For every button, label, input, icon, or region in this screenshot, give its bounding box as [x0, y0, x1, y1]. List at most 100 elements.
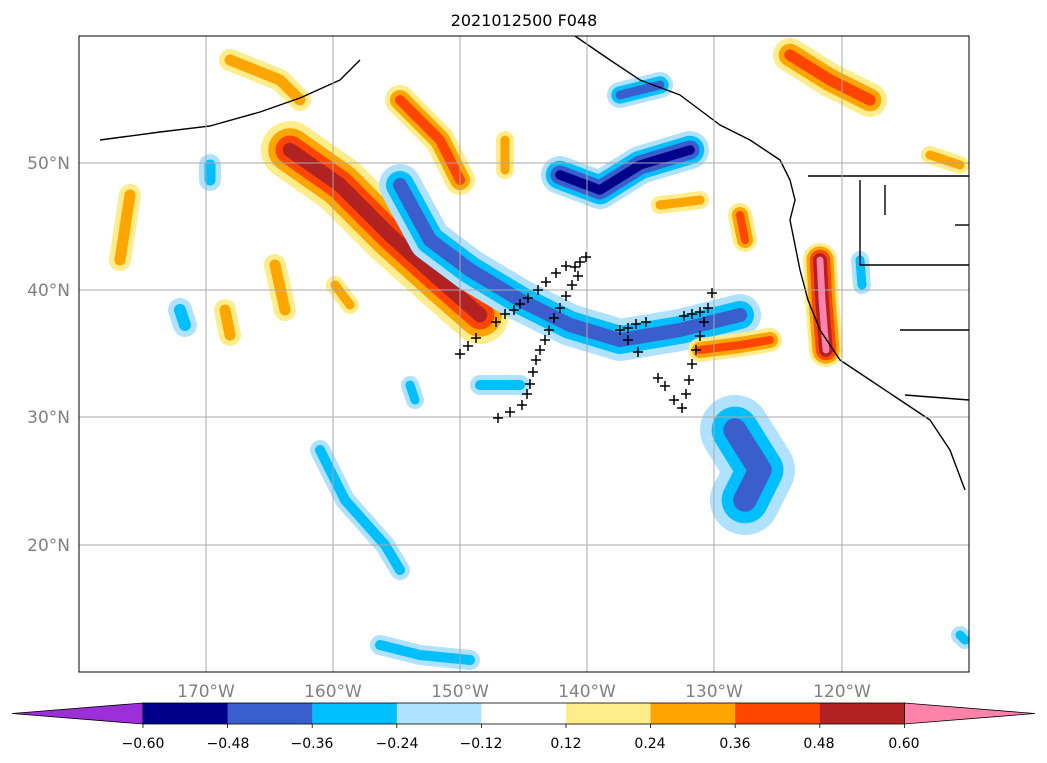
positive-gulf: [385, 85, 475, 195]
plus-marker: [615, 325, 625, 335]
plus-marker: [500, 309, 510, 319]
negative-blob-north: [541, 131, 709, 209]
negative-blob-south: [700, 395, 795, 535]
plus-marker: [681, 389, 691, 399]
plus-marker: [677, 403, 687, 413]
plus-marker: [471, 333, 481, 343]
plus-marker: [509, 305, 519, 315]
coastline: [904, 394, 969, 401]
plus-marker: [567, 280, 577, 290]
contour-level: [174, 304, 191, 331]
contour-level: [655, 195, 705, 210]
positive-band-main: [261, 121, 509, 344]
plus-marker: [541, 277, 551, 287]
colorbar-extend-max: [904, 702, 1036, 725]
plus-marker: [561, 291, 571, 301]
coastline: [574, 36, 966, 491]
contour-level: [269, 259, 291, 316]
contour-level: [784, 49, 876, 106]
plus-marker: [679, 311, 689, 321]
plus-marker: [687, 309, 697, 319]
plus-marker: [684, 375, 694, 385]
plus-marker: [533, 285, 543, 295]
colorbar-tick-label: 0.60: [888, 736, 919, 752]
plus-markers: [455, 252, 717, 423]
positive-small-2: [214, 299, 241, 346]
lat-tick-label: 50°N: [27, 154, 70, 174]
gridlines: [79, 36, 969, 672]
colorbar-tick-label: −0.24: [376, 736, 419, 752]
lat-tick-label: 30°N: [27, 408, 70, 428]
lon-tick-label: 140°W: [558, 682, 616, 702]
colorbar-extend-min: [11, 702, 144, 725]
contour-level: [224, 54, 306, 106]
plus-marker: [687, 359, 697, 369]
map-panel: [78, 35, 970, 673]
colorbar-tick-label: 0.36: [719, 736, 750, 752]
colorbar-tick-label: −0.48: [207, 736, 250, 752]
contour-level: [696, 336, 774, 354]
plus-marker: [699, 317, 709, 327]
colorbar-swatch: [481, 703, 567, 724]
coastline: [859, 180, 969, 266]
plus-marker: [623, 323, 633, 333]
plus-marker: [695, 331, 705, 341]
colorbar-outline: [142, 702, 905, 725]
colorbar-tick-labels: −0.60 −0.48 −0.36 −0.24 −0.12 0.12 0.24 …: [122, 736, 920, 752]
contour-level: [114, 189, 136, 266]
plus-marker: [463, 341, 473, 351]
map-title: 2021012500 F048: [451, 11, 598, 30]
plus-marker: [523, 293, 533, 303]
plus-marker: [581, 252, 591, 262]
plus-marker: [515, 299, 525, 309]
plus-marker: [505, 407, 515, 417]
contour-level: [405, 380, 420, 405]
contour-level: [736, 211, 749, 244]
contour-level: [395, 95, 465, 185]
colorbar-tick-label: −0.60: [122, 736, 165, 752]
positive-small-3: [326, 276, 359, 314]
negative-small-5: [607, 72, 673, 108]
plus-marker: [540, 335, 550, 345]
lat-tick-label: 20°N: [27, 536, 70, 556]
negative-south: [370, 635, 480, 670]
plus-marker: [575, 257, 585, 267]
plus-marker: [522, 389, 532, 399]
colorbar-tick-label: −0.12: [460, 736, 503, 752]
colorbar-swatch: [735, 703, 821, 724]
contour-fields: [109, 38, 969, 670]
colorbar-swatch: [566, 703, 652, 724]
plus-marker: [707, 288, 717, 298]
plus-marker: [551, 268, 561, 278]
colorbar-swatch: [819, 703, 905, 724]
colorbar-swatch: [650, 703, 736, 724]
coastline: [99, 59, 361, 141]
plus-marker: [703, 303, 713, 313]
colorbar-swatch: [227, 703, 313, 724]
plus-marker: [531, 355, 541, 365]
negative-small-3: [168, 298, 197, 337]
lon-tick-labels: 170°W 160°W 150°W 140°W 130°W 120°W: [177, 682, 871, 702]
plus-marker: [544, 325, 554, 335]
plus-marker: [561, 261, 571, 271]
contour-level: [375, 640, 475, 665]
lat-tick-labels: 50°N 40°N 30°N 20°N: [27, 154, 70, 556]
contour-level: [615, 80, 665, 100]
positive-small-5: [728, 203, 757, 252]
lon-tick-label: 120°W: [813, 682, 871, 702]
positive-ne: [773, 38, 887, 117]
lon-tick-label: 160°W: [304, 682, 362, 702]
map-frame: [78, 35, 970, 673]
coastlines: [99, 36, 969, 491]
contour-level: [555, 145, 695, 195]
colorbar-tick-label: −0.36: [291, 736, 334, 752]
contour-level: [393, 178, 747, 347]
colorbar-tick-label: 0.12: [550, 736, 581, 752]
lat-tick-label: 40°N: [27, 281, 70, 301]
colorbar-swatch: [396, 703, 482, 724]
plus-marker: [695, 307, 705, 317]
plus-marker: [528, 367, 538, 377]
contour-level: [816, 256, 830, 354]
plus-marker: [623, 335, 633, 345]
